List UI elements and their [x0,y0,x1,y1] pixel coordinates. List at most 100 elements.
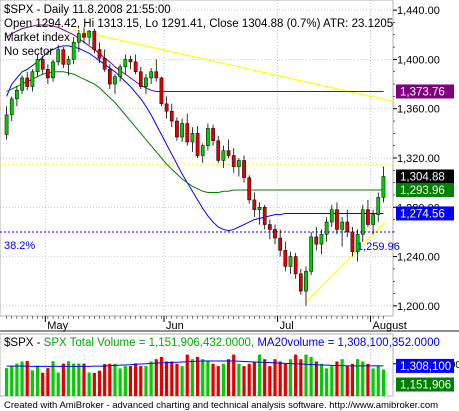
candle-body [87,30,92,38]
candle [15,86,19,107]
y-tick-label: 1,200.00 [397,301,440,313]
ma50-value-tag-text: 1,293.96 [400,185,445,197]
volume-bar [299,359,303,396]
volume-bar [361,361,365,396]
volume-bars [4,354,386,396]
y-tick-label: 1,320.00 [397,153,440,165]
candle-body [30,71,35,87]
volume-bar [268,366,272,396]
candle [77,29,81,53]
ma20-value-tag: 1,274.56 [396,206,454,221]
candle-body [61,49,66,65]
candle [46,64,50,85]
value-labels: 1,373.761,304.881,293.961,274.561,400,00… [396,84,459,392]
candle [273,224,277,245]
candle [61,47,66,69]
volume-bar [206,361,210,396]
volume-bar [128,366,133,396]
candle [51,59,55,82]
candle-body [206,128,210,146]
candle-body [149,71,153,79]
volume-header: $SPX - SPX Total Volume = 1,151,906,432.… [4,337,440,349]
volume-bar [283,363,287,396]
candle-body [381,176,386,198]
volume-bar [221,363,225,396]
candle [293,252,298,279]
candle-body [309,236,313,272]
candle [87,29,92,45]
volume-bar [309,356,313,396]
candle-body [231,155,236,167]
candles [4,27,386,306]
candle [283,241,288,272]
candle [128,55,133,70]
volume-bar [77,363,81,396]
candle-body [335,209,339,230]
candle-body [340,221,344,230]
candle-body [345,221,350,233]
uptrend-line [305,221,386,303]
volume-bar [118,368,122,396]
candle-body [144,77,148,87]
candle-body [118,66,122,77]
ma20-line [6,45,384,232]
volume-bar [185,354,189,396]
candle-body [40,59,45,70]
candle-body [133,61,138,73]
candle-body [324,221,329,235]
candle-body [82,33,86,38]
footer-credit: Created with AmiBroker - advanced charti… [4,400,438,411]
trendlines[interactable] [73,29,394,303]
candle [350,226,355,257]
fib-level [0,163,393,233]
market-label: Market index [4,32,70,44]
volume-bar [159,356,164,396]
volume-bar [381,369,386,396]
volume-ma-tag: 1,308,100 [396,358,454,373]
candle-body [66,59,71,65]
candle [231,148,236,173]
volume-bar [66,361,71,396]
candle-body [262,207,267,225]
candle-body [56,49,61,63]
x-tick-label: August [373,320,407,332]
candle-body [71,41,76,60]
candle-body [102,57,107,70]
volume-bar [165,361,169,396]
candle-body [25,77,30,87]
volume-bar [211,363,215,396]
candle [154,59,159,82]
candle [304,266,308,306]
volume-bar [247,363,251,396]
volume-bar [226,359,231,396]
candle [309,231,313,276]
candle [175,117,179,141]
candle-body [226,150,231,156]
candle-body [138,71,143,87]
candle-body [293,256,298,275]
y-tick-label: 1,400.00 [397,54,440,66]
chart-title: $SPX - Daily 11.8.2008 21:55:00 [4,4,171,16]
volume-bar [195,356,200,396]
close-value-tag: 1,304.88 [396,169,454,184]
candle-body [273,229,277,239]
candle-body [298,273,303,292]
y-tick-label: 1,440.00 [397,5,440,17]
sector-label: No sector [4,46,53,58]
candle [376,192,381,223]
volume-bar [314,361,318,396]
candle [288,251,293,274]
volume-bar [154,359,158,396]
candle [138,66,143,90]
candle-body [180,123,184,138]
candle-body [329,209,334,223]
volume-bar [144,366,148,396]
candle [133,54,138,75]
candle-body [154,71,159,79]
volume-bar [41,372,45,396]
x-tick-label: Jun [166,320,184,332]
candle [366,199,370,227]
candle [113,74,117,94]
candle [298,268,303,295]
volume-bar [180,366,184,396]
